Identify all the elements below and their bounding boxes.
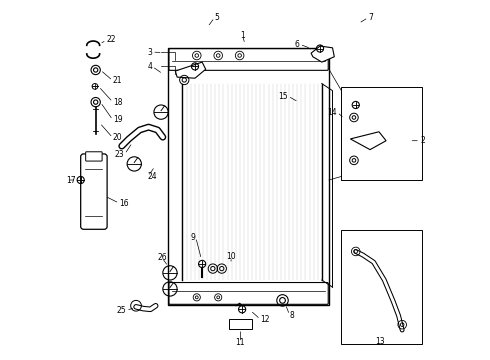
Text: 1: 1 <box>240 31 245 40</box>
Text: 24: 24 <box>148 172 157 181</box>
Polygon shape <box>311 46 334 62</box>
Text: 7: 7 <box>368 13 373 22</box>
Text: 9: 9 <box>191 233 196 242</box>
Text: 21: 21 <box>113 76 122 85</box>
Text: 11: 11 <box>236 338 245 347</box>
FancyBboxPatch shape <box>169 283 328 304</box>
Text: 4: 4 <box>147 62 152 71</box>
Polygon shape <box>350 132 386 150</box>
Bar <box>342 87 422 180</box>
Text: 2: 2 <box>420 136 425 145</box>
Text: 14: 14 <box>327 108 337 117</box>
Bar <box>342 230 422 344</box>
Text: 23: 23 <box>115 150 124 159</box>
Text: 22: 22 <box>106 36 116 45</box>
Polygon shape <box>175 62 206 78</box>
Bar <box>229 319 252 329</box>
FancyBboxPatch shape <box>169 49 328 70</box>
Text: 19: 19 <box>113 116 122 125</box>
Text: 26: 26 <box>157 253 167 262</box>
Text: 6: 6 <box>295 40 300 49</box>
FancyBboxPatch shape <box>81 154 107 229</box>
Text: 16: 16 <box>119 199 129 208</box>
Text: 18: 18 <box>113 98 122 107</box>
Text: 5: 5 <box>215 13 220 22</box>
Text: 12: 12 <box>260 315 270 324</box>
Text: 13: 13 <box>375 337 385 346</box>
Text: 8: 8 <box>290 311 294 320</box>
Text: 3: 3 <box>147 48 152 57</box>
Text: 17: 17 <box>66 176 76 185</box>
FancyBboxPatch shape <box>86 152 102 161</box>
Text: 20: 20 <box>113 133 122 142</box>
Bar <box>168 48 329 305</box>
Text: 15: 15 <box>278 91 288 100</box>
Text: 10: 10 <box>226 252 236 261</box>
Text: 25: 25 <box>117 306 126 315</box>
